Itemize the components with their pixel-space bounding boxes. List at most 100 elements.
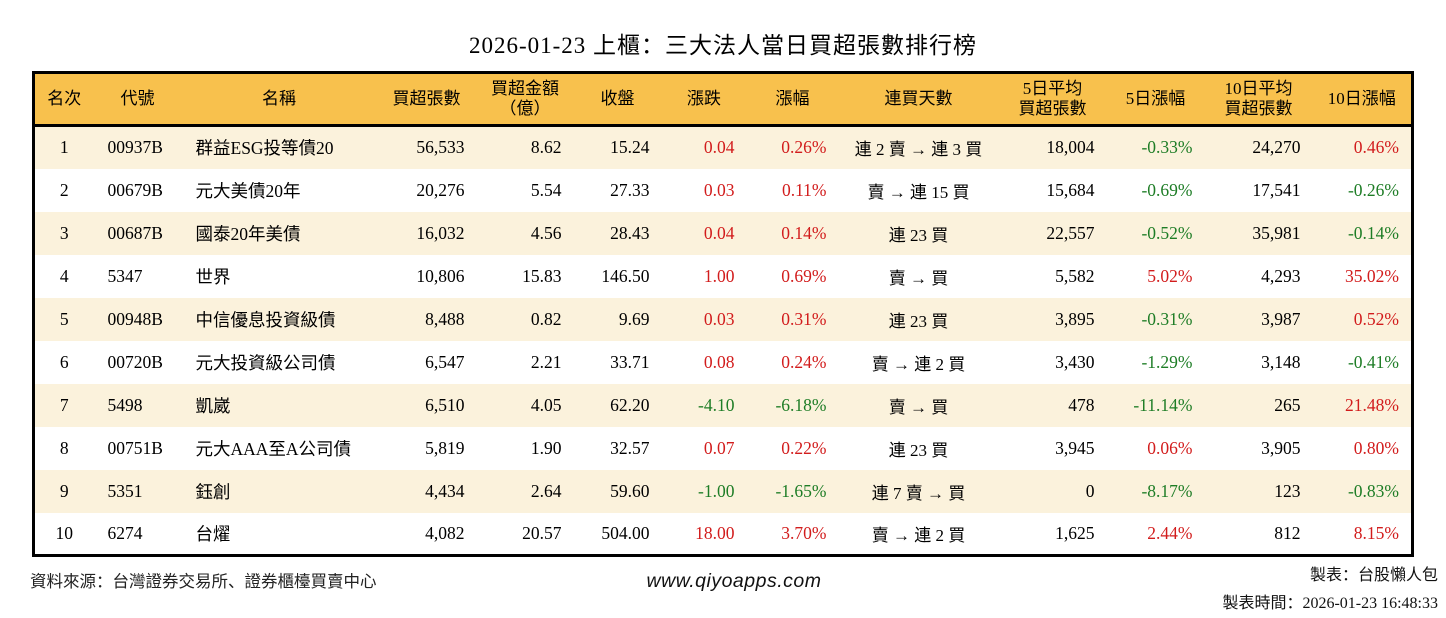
net-buy-amount-cell: 8.62 <box>530 137 562 158</box>
page-title: 2026-01-23 上櫃：三大法人當日買超張數排行榜 <box>468 33 978 58</box>
code-cell: 00751B <box>107 437 163 458</box>
close-cell: 62.20 <box>610 394 650 415</box>
net-buy-volume-cell: 5,819 <box>425 437 465 458</box>
close-cell: 9.69 <box>618 308 650 329</box>
code-cell: 00679B <box>107 179 163 200</box>
close-cell: 15.24 <box>610 137 650 158</box>
credits: 製表：台股懶人包 製表時間：2026-01-23 16:48:33 <box>821 562 1446 618</box>
name-cell: 元大AAA至A公司債 <box>195 438 352 459</box>
name-cell: 世界 <box>195 266 231 287</box>
header-close: 收盤 <box>573 72 662 127</box>
header-rank: 名次 <box>33 72 94 127</box>
5d-change-pct-cell: -0.69% <box>1141 179 1193 200</box>
5d-change-pct-cell: -8.17% <box>1141 480 1193 501</box>
10d-change-pct-cell: 21.48% <box>1345 394 1399 415</box>
table-header-row: 名次 代號 名稱 買超張數 買超金額 （億） 收盤 漲跌 漲幅 連買天數 5日平… <box>33 72 1413 127</box>
change-pct-cell: 0.24% <box>781 351 827 372</box>
avg5-volume-cell: 3,430 <box>1055 351 1095 372</box>
header-name: 名稱 <box>181 72 377 127</box>
close-cell: 27.33 <box>610 179 650 200</box>
name-cell: 國泰20年美債 <box>195 223 301 244</box>
made-by-note: 製表：台股懶人包 <box>1309 567 1438 584</box>
avg5-volume-cell: 5,582 <box>1055 265 1095 286</box>
close-cell: 28.43 <box>610 222 650 243</box>
net-buy-amount-cell: 5.54 <box>530 179 562 200</box>
avg5-volume-cell: 3,945 <box>1055 437 1095 458</box>
avg5-volume-cell: 22,557 <box>1046 222 1095 243</box>
code-cell: 00720B <box>107 351 163 372</box>
change-pct-cell: 0.69% <box>781 265 827 286</box>
table-row: 6 00720B 元大投資級公司債 6,547 2.21 33.71 0.08 … <box>33 340 1413 384</box>
net-buy-volume-cell: 4,082 <box>425 522 465 543</box>
net-buy-volume-cell: 16,032 <box>416 222 465 243</box>
name-cell: 中信優息投資級債 <box>195 309 336 330</box>
net-buy-amount-cell: 2.64 <box>530 480 562 501</box>
change-cell: 0.04 <box>703 222 735 243</box>
net-buy-volume-cell: 6,510 <box>425 394 465 415</box>
buy-streak-cell: 連 7 賣 → 買 <box>871 483 966 503</box>
net-buy-amount-cell: 15.83 <box>522 265 562 286</box>
name-cell: 鈺創 <box>195 481 231 502</box>
header-5d-change-pct: 5日漲幅 <box>1106 72 1205 127</box>
avg5-volume-cell: 3,895 <box>1055 308 1095 329</box>
change-cell: 1.00 <box>703 265 735 286</box>
rank-cell: 2 <box>59 179 69 200</box>
name-cell: 凱崴 <box>195 395 231 416</box>
close-cell: 33.71 <box>610 351 650 372</box>
10d-change-pct-cell: -0.26% <box>1347 179 1399 200</box>
name-cell: 群益ESG投等債20 <box>195 138 334 159</box>
code-cell: 5351 <box>107 480 143 501</box>
10d-change-pct-cell: 0.80% <box>1353 437 1399 458</box>
change-cell: -4.10 <box>698 394 735 415</box>
net-buy-volume-cell: 8,488 <box>425 308 465 329</box>
net-buy-amount-cell: 20.57 <box>522 522 562 543</box>
table-row: 8 00751B 元大AAA至A公司債 5,819 1.90 32.57 0.0… <box>33 426 1413 470</box>
header-net-buy-volume: 買超張數 <box>376 72 477 127</box>
net-buy-amount-cell: 2.21 <box>530 351 562 372</box>
change-cell: 0.07 <box>703 437 735 458</box>
10d-change-pct-cell: -0.83% <box>1347 480 1399 501</box>
10d-change-pct-cell: 0.52% <box>1353 308 1399 329</box>
buy-streak-cell: 連 23 買 <box>888 440 949 460</box>
code-cell: 00687B <box>107 222 163 243</box>
rank-cell: 6 <box>59 351 69 372</box>
10d-change-pct-cell: -0.41% <box>1347 351 1399 372</box>
header-net-buy-amount: 買超金額 （億） <box>476 72 574 127</box>
buy-streak-cell: 賣 → 連 15 買 <box>867 182 970 202</box>
name-cell: 元大美債20年 <box>195 180 301 201</box>
avg5-volume-cell: 478 <box>1068 394 1095 415</box>
change-pct-cell: 0.14% <box>781 222 827 243</box>
header-avg5-volume: 5日平均 買超張數 <box>998 72 1107 127</box>
header-code: 代號 <box>93 72 182 127</box>
header-buy-streak: 連買天數 <box>838 72 999 127</box>
close-cell: 59.60 <box>610 480 650 501</box>
avg10-volume-cell: 265 <box>1274 394 1301 415</box>
buy-streak-cell: 賣 → 連 2 買 <box>871 525 966 545</box>
close-cell: 146.50 <box>601 265 650 286</box>
table-row: 7 5498 凱崴 6,510 4.05 62.20 -4.10 -6.18% … <box>33 383 1413 427</box>
table-row: 5 00948B 中信優息投資級債 8,488 0.82 9.69 0.03 0… <box>33 297 1413 341</box>
table-row: 10 6274 台燿 4,082 20.57 504.00 18.00 3.70… <box>33 512 1413 556</box>
net-buy-volume-cell: 10,806 <box>416 265 465 286</box>
code-cell: 6274 <box>107 522 143 543</box>
close-cell: 504.00 <box>601 522 650 543</box>
code-cell: 00948B <box>107 308 163 329</box>
avg5-volume-cell: 0 <box>1085 480 1095 501</box>
header-change-pct: 漲幅 <box>746 72 839 127</box>
website-url: www.qiyoapps.com <box>646 570 822 592</box>
avg10-volume-cell: 123 <box>1274 480 1301 501</box>
rank-cell: 9 <box>59 480 69 501</box>
rank-cell: 4 <box>59 265 69 286</box>
change-cell: 0.04 <box>703 137 735 158</box>
change-cell: 0.03 <box>703 308 735 329</box>
avg10-volume-cell: 24,270 <box>1252 137 1301 158</box>
code-cell: 5347 <box>107 265 143 286</box>
header-10d-change-pct: 10日漲幅 <box>1312 72 1413 127</box>
change-pct-cell: 0.31% <box>781 308 827 329</box>
code-cell: 00937B <box>107 137 163 158</box>
avg10-volume-cell: 35,981 <box>1252 222 1301 243</box>
5d-change-pct-cell: -0.33% <box>1141 137 1193 158</box>
buy-streak-cell: 賣 → 買 <box>888 268 949 288</box>
10d-change-pct-cell: -0.14% <box>1347 222 1399 243</box>
rank-cell: 7 <box>59 394 69 415</box>
